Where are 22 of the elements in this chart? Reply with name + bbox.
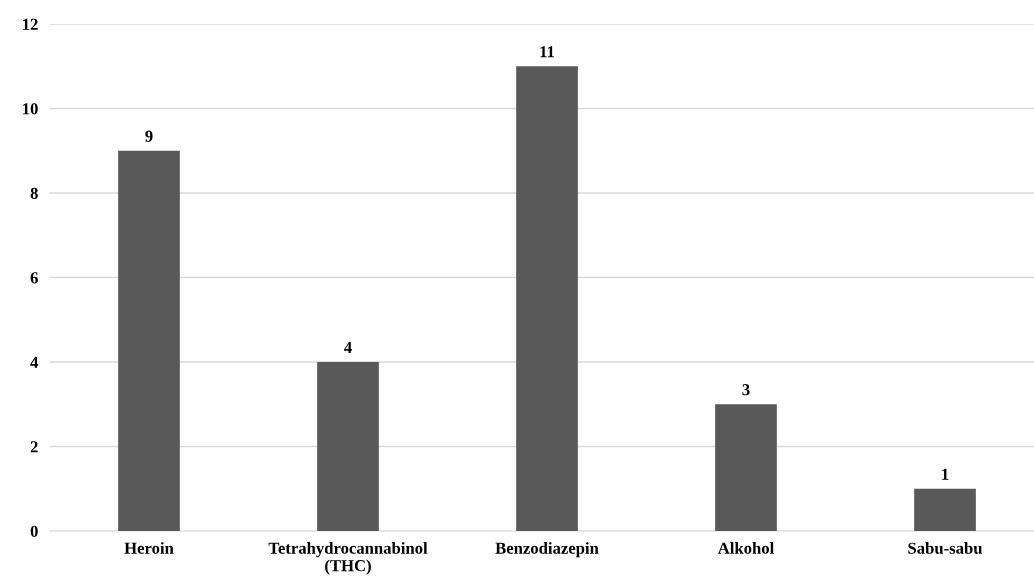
bar: [914, 488, 976, 531]
y-tick-label: 0: [30, 525, 38, 537]
bar: [118, 150, 180, 531]
y-tick-label: 6: [30, 272, 38, 284]
y-tick-label: 10: [23, 103, 38, 115]
y-tick-label: 12: [23, 18, 38, 30]
data-label: 1: [942, 468, 949, 480]
data-label: 4: [344, 341, 352, 353]
y-tick-label: 2: [30, 441, 38, 453]
data-label: 11: [540, 46, 555, 58]
bar: [715, 404, 777, 531]
data-label: 9: [145, 130, 153, 142]
x-tick-label: Sabu-sabu: [908, 542, 983, 554]
x-tick-label: Heroin: [124, 542, 174, 554]
x-tick-label: Benzodiazepin: [495, 542, 599, 558]
x-tick-label: Alkohol: [717, 542, 774, 554]
y-tick-label: 8: [30, 187, 38, 199]
bar: [317, 362, 379, 531]
data-label: 3: [742, 384, 750, 396]
x-tick-label: Tetrahydrocannabinol (THC): [268, 542, 428, 575]
y-tick-label: 4: [30, 356, 39, 368]
bar: [516, 66, 578, 531]
